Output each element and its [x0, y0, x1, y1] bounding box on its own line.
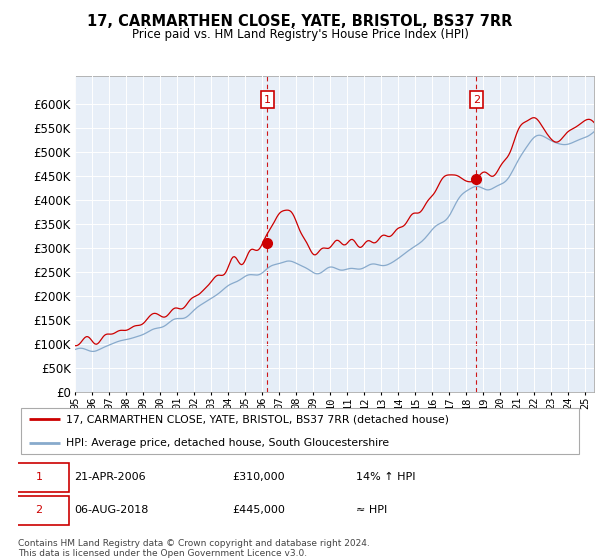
Text: £445,000: £445,000 [232, 505, 285, 515]
FancyBboxPatch shape [21, 408, 579, 454]
FancyBboxPatch shape [10, 496, 69, 525]
Text: HPI: Average price, detached house, South Gloucestershire: HPI: Average price, detached house, Sout… [66, 438, 389, 449]
Text: 2: 2 [35, 505, 43, 515]
Text: 21-APR-2006: 21-APR-2006 [74, 472, 146, 482]
Text: 1: 1 [263, 95, 271, 105]
FancyBboxPatch shape [10, 463, 69, 492]
Text: Contains HM Land Registry data © Crown copyright and database right 2024.
This d: Contains HM Land Registry data © Crown c… [18, 539, 370, 558]
Text: £310,000: £310,000 [232, 472, 285, 482]
Text: 17, CARMARTHEN CLOSE, YATE, BRISTOL, BS37 7RR: 17, CARMARTHEN CLOSE, YATE, BRISTOL, BS3… [88, 14, 512, 29]
Text: 2: 2 [473, 95, 480, 105]
Text: 1: 1 [35, 472, 43, 482]
Text: Price paid vs. HM Land Registry's House Price Index (HPI): Price paid vs. HM Land Registry's House … [131, 28, 469, 41]
Text: 06-AUG-2018: 06-AUG-2018 [74, 505, 149, 515]
Text: ≈ HPI: ≈ HPI [356, 505, 388, 515]
Text: 14% ↑ HPI: 14% ↑ HPI [356, 472, 416, 482]
Text: 17, CARMARTHEN CLOSE, YATE, BRISTOL, BS37 7RR (detached house): 17, CARMARTHEN CLOSE, YATE, BRISTOL, BS3… [66, 414, 449, 424]
